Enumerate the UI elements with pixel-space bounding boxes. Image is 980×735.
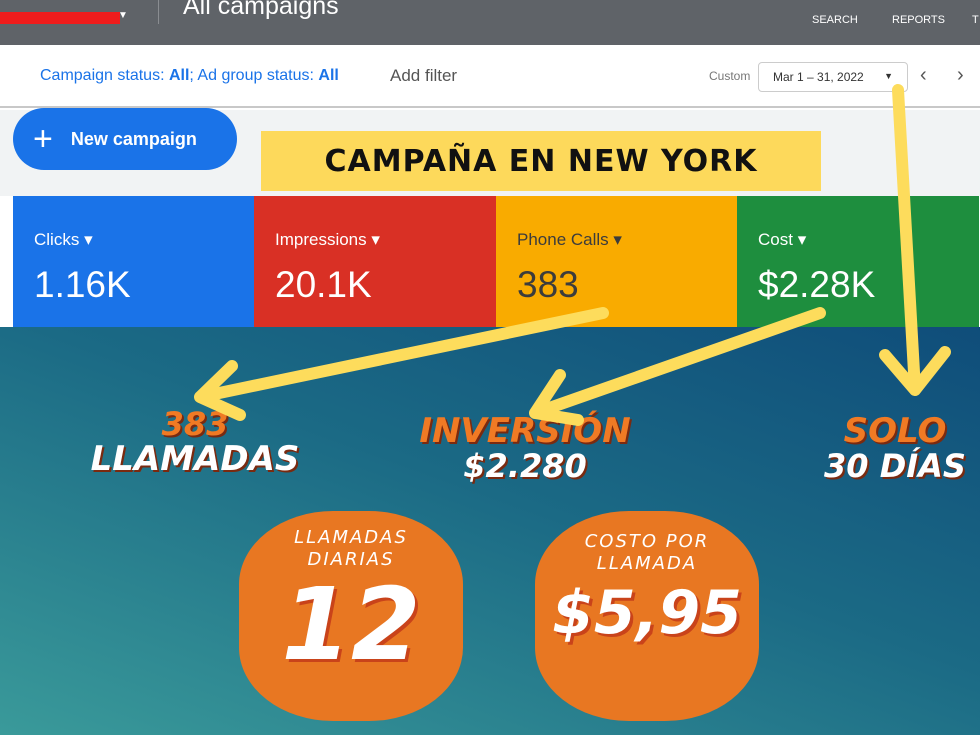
page-title: All campaigns [183, 0, 339, 20]
campaign-status-value: All [168, 67, 190, 84]
new-campaign-label: New campaign [70, 128, 197, 149]
date-range-value: Mar 1 – 31, 2022 [773, 70, 864, 84]
stat-value: $5,95 [552, 578, 742, 649]
daily-calls-badge: LLAMADAS DIARIAS 12 [239, 511, 463, 721]
metric-label: Cost ▾ [758, 230, 807, 249]
period-value: 30 DÍAS [824, 446, 966, 485]
top-app-bar: ▼ All campaigns SEARCH REPORTS T [0, 0, 980, 45]
title-banner: CAMPAÑA EN NEW YORK [261, 131, 821, 191]
investment-value: $2.280 [463, 446, 587, 485]
metric-card-phone-calls[interactable]: Phone Calls ▾ 383 [496, 196, 738, 327]
new-campaign-button[interactable]: + New campaign [13, 108, 237, 170]
metric-value: 1.16K [34, 264, 131, 305]
divider [158, 0, 159, 24]
add-filter-button[interactable]: Add filter [390, 66, 458, 85]
metric-value: 383 [517, 264, 579, 305]
calls-highlight: 383 LLAMADAS [85, 405, 305, 479]
period-label: SOLO [843, 411, 947, 451]
filter-bar: Campaign status: All; Ad group status: A… [0, 45, 980, 108]
cost-per-call-badge: COSTO POR LLAMADA $5,95 [535, 511, 759, 721]
metric-card-clicks[interactable]: Clicks ▾ 1.16K [13, 196, 255, 327]
investment-highlight: INVERSIÓN $2.280 [400, 411, 650, 485]
next-period-icon[interactable]: › [957, 64, 964, 86]
period-highlight: SOLO 30 DÍAS [810, 411, 980, 485]
arrow-to-calls [194, 307, 609, 421]
investment-label: INVERSIÓN [419, 411, 631, 451]
metric-label: Clicks ▾ [34, 230, 93, 249]
stat-label: LLAMADAS [294, 527, 408, 548]
stat-value: 12 [281, 566, 421, 684]
search-button[interactable]: SEARCH [812, 14, 858, 26]
range-type-label: Custom [709, 69, 751, 83]
metric-card-impressions[interactable]: Impressions ▾ 20.1K [254, 196, 496, 327]
ad-group-status-label: ; Ad group status: [189, 67, 314, 84]
previous-period-icon[interactable]: ‹ [920, 64, 927, 86]
plus-icon: + [33, 119, 53, 158]
metric-value: 20.1K [275, 264, 372, 305]
calls-number: 383 [161, 405, 229, 443]
arrow-to-period [879, 84, 951, 396]
tools-button[interactable]: T [972, 14, 979, 26]
metric-label: Phone Calls ▾ [517, 230, 622, 249]
metric-value: $2.28K [758, 264, 876, 305]
date-range-picker[interactable]: Mar 1 – 31, 2022 ▼ [758, 62, 908, 92]
redacted-account-id [0, 12, 120, 24]
ad-group-status-value: All [318, 67, 339, 84]
stat-label: LLAMADA [596, 552, 698, 574]
caret-down-icon: ▼ [884, 71, 893, 81]
stat-label: DIARIAS [307, 548, 395, 570]
tools-label: T [972, 14, 979, 26]
reports-button[interactable]: REPORTS [892, 14, 945, 26]
stat-label: COSTO POR [584, 531, 710, 552]
status-filter[interactable]: Campaign status: All; Ad group status: A… [40, 67, 339, 85]
reports-label: REPORTS [892, 14, 945, 26]
campaign-status-label: Campaign status: [40, 67, 165, 84]
metric-label: Impressions ▾ [275, 230, 380, 249]
calls-label: LLAMADAS [90, 438, 300, 479]
infographic-background [0, 327, 980, 735]
arrow-to-investment [529, 307, 826, 426]
account-dropdown-icon[interactable]: ▼ [118, 10, 128, 21]
metric-card-cost[interactable]: Cost ▾ $2.28K [737, 196, 979, 327]
search-label: SEARCH [812, 14, 858, 26]
